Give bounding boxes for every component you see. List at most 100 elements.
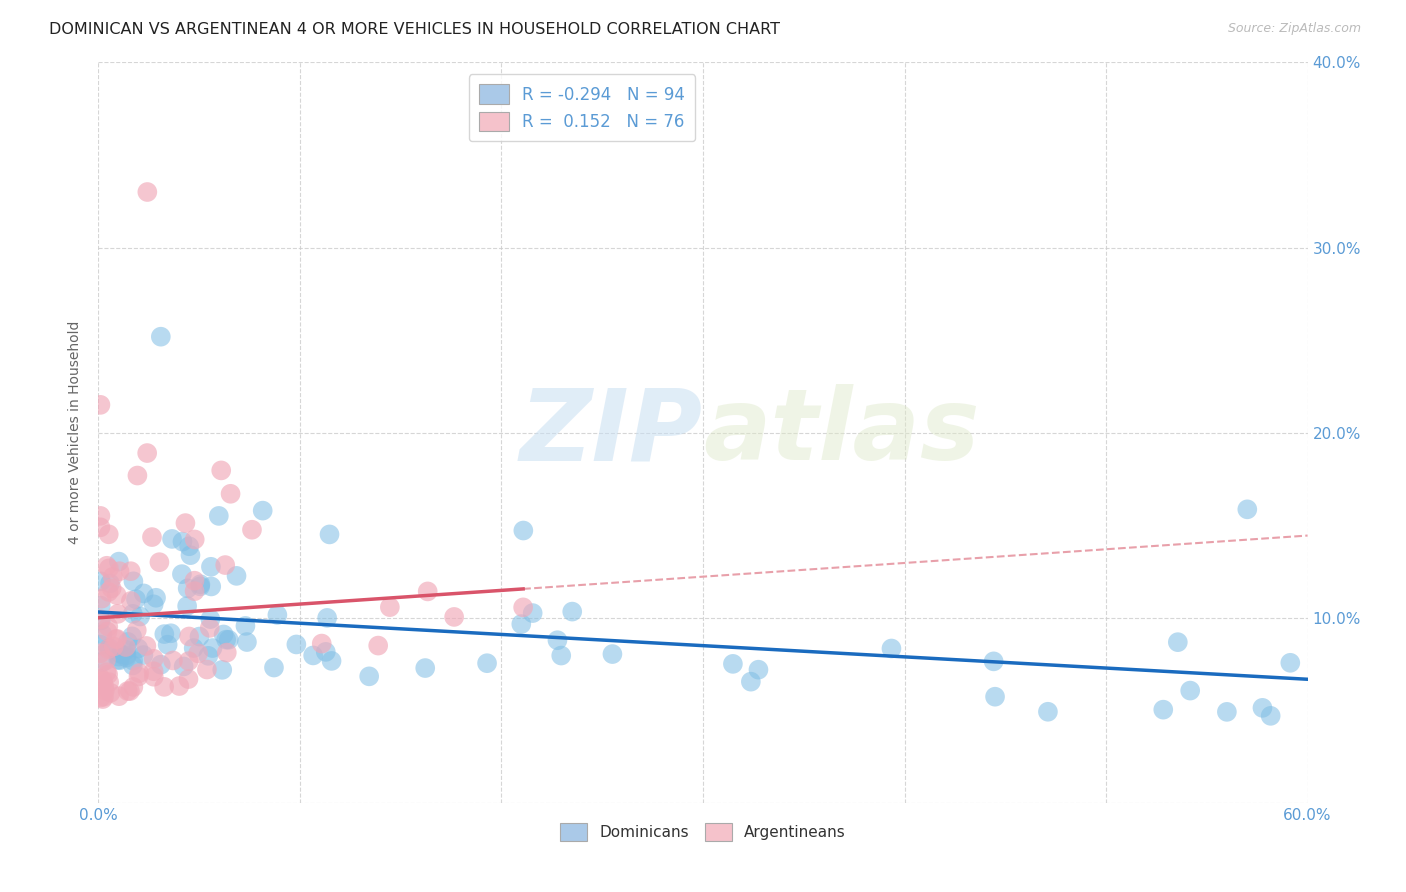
Point bbox=[96, 665, 118, 680]
Point bbox=[302, 648, 325, 663]
Point bbox=[512, 524, 534, 538]
Point bbox=[236, 635, 259, 649]
Point bbox=[219, 487, 242, 501]
Point bbox=[200, 559, 222, 574]
Point bbox=[153, 680, 176, 694]
Point bbox=[108, 689, 131, 703]
Point bbox=[120, 564, 142, 578]
Point bbox=[114, 640, 136, 654]
Point bbox=[177, 654, 200, 668]
Point bbox=[121, 629, 143, 643]
Point bbox=[149, 329, 172, 343]
Point bbox=[170, 567, 193, 582]
Point bbox=[125, 624, 148, 638]
Point bbox=[1216, 705, 1239, 719]
Point bbox=[1251, 701, 1274, 715]
Point bbox=[115, 650, 138, 665]
Point bbox=[149, 657, 172, 672]
Point bbox=[311, 636, 333, 650]
Point bbox=[127, 669, 149, 683]
Point bbox=[103, 640, 125, 654]
Point bbox=[91, 627, 114, 641]
Point bbox=[136, 185, 159, 199]
Point bbox=[174, 516, 197, 530]
Point bbox=[215, 632, 238, 647]
Point bbox=[97, 561, 120, 575]
Point bbox=[89, 671, 111, 685]
Point bbox=[162, 653, 184, 667]
Point bbox=[97, 667, 120, 681]
Point bbox=[91, 692, 114, 706]
Point bbox=[125, 592, 148, 607]
Point bbox=[117, 684, 139, 698]
Point bbox=[136, 446, 159, 460]
Point bbox=[105, 588, 128, 602]
Point bbox=[96, 558, 118, 573]
Point bbox=[97, 585, 120, 599]
Point bbox=[197, 648, 219, 663]
Point bbox=[90, 574, 112, 589]
Point bbox=[177, 672, 200, 686]
Point bbox=[209, 463, 232, 477]
Text: DOMINICAN VS ARGENTINEAN 4 OR MORE VEHICLES IN HOUSEHOLD CORRELATION CHART: DOMINICAN VS ARGENTINEAN 4 OR MORE VEHIC… bbox=[49, 22, 780, 37]
Point bbox=[176, 599, 198, 613]
Point bbox=[100, 582, 122, 596]
Point bbox=[214, 558, 236, 572]
Point bbox=[195, 663, 218, 677]
Point bbox=[107, 607, 129, 621]
Point bbox=[156, 638, 179, 652]
Point bbox=[183, 533, 205, 547]
Point bbox=[510, 617, 533, 632]
Point bbox=[142, 664, 165, 678]
Point bbox=[747, 663, 769, 677]
Point bbox=[108, 564, 131, 578]
Point bbox=[561, 605, 583, 619]
Point bbox=[89, 638, 111, 652]
Point bbox=[173, 659, 195, 673]
Point bbox=[90, 690, 112, 705]
Point bbox=[129, 609, 152, 624]
Point bbox=[142, 670, 165, 684]
Point bbox=[183, 574, 205, 588]
Point bbox=[90, 614, 112, 628]
Point bbox=[132, 586, 155, 600]
Point bbox=[721, 657, 744, 671]
Point bbox=[211, 663, 233, 677]
Point bbox=[117, 635, 139, 649]
Point bbox=[413, 661, 436, 675]
Point bbox=[135, 639, 157, 653]
Point bbox=[984, 690, 1007, 704]
Point bbox=[318, 527, 340, 541]
Point bbox=[122, 680, 145, 694]
Point bbox=[179, 548, 201, 562]
Point bbox=[122, 574, 145, 589]
Point bbox=[188, 579, 211, 593]
Point bbox=[128, 666, 150, 681]
Point bbox=[121, 607, 143, 621]
Point bbox=[546, 633, 568, 648]
Point bbox=[93, 679, 115, 693]
Point bbox=[240, 523, 263, 537]
Point bbox=[97, 642, 120, 657]
Point bbox=[1279, 656, 1302, 670]
Point bbox=[315, 645, 337, 659]
Point bbox=[266, 607, 288, 622]
Point bbox=[98, 675, 121, 690]
Point bbox=[225, 569, 247, 583]
Point bbox=[416, 584, 439, 599]
Point bbox=[142, 597, 165, 611]
Point bbox=[179, 539, 201, 553]
Point bbox=[98, 641, 121, 656]
Point bbox=[101, 570, 124, 584]
Point bbox=[212, 627, 235, 641]
Point bbox=[218, 632, 240, 647]
Point bbox=[98, 576, 121, 591]
Point bbox=[359, 669, 381, 683]
Point bbox=[160, 626, 183, 640]
Point bbox=[169, 679, 191, 693]
Point bbox=[110, 647, 132, 661]
Point bbox=[252, 503, 274, 517]
Text: Source: ZipAtlas.com: Source: ZipAtlas.com bbox=[1227, 22, 1361, 36]
Point bbox=[105, 632, 128, 646]
Point bbox=[208, 508, 231, 523]
